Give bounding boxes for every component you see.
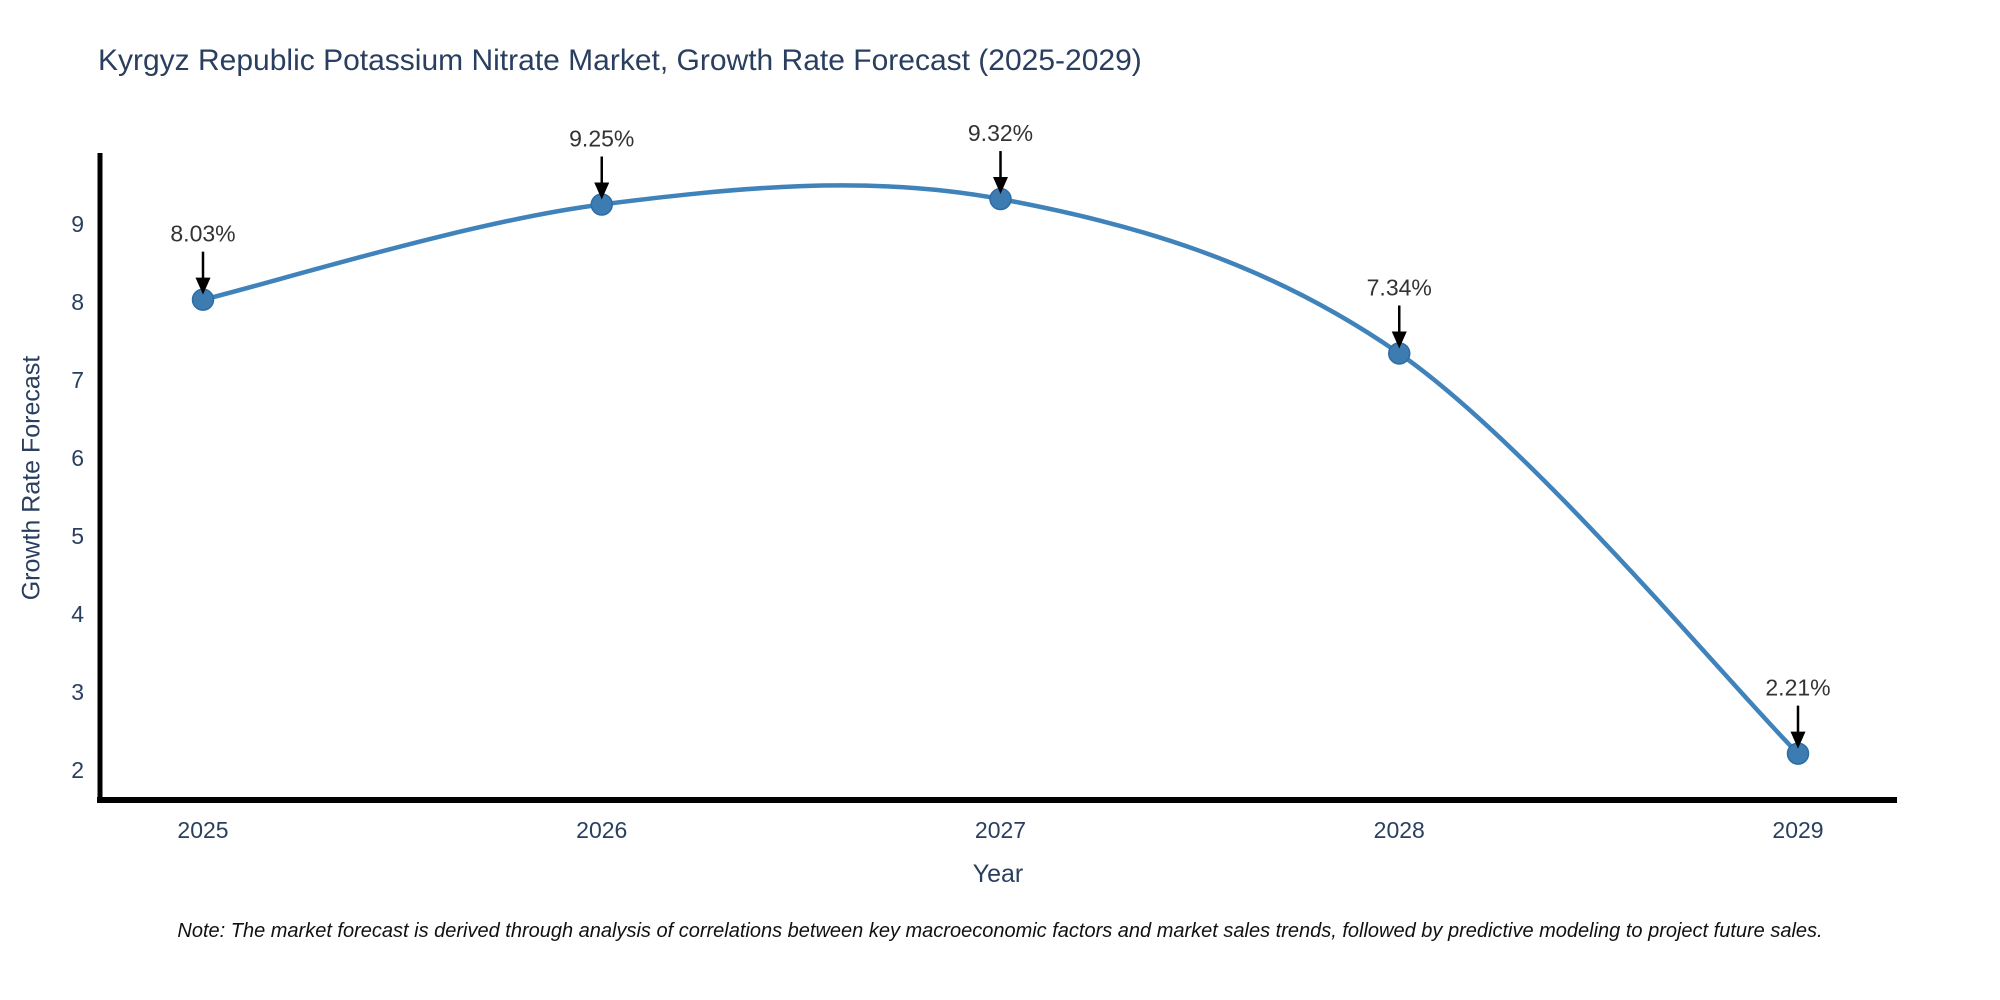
x-tick-label: 2027 [975,817,1026,843]
y-tick-label: 8 [71,289,84,315]
y-tick-label: 3 [71,679,84,705]
annotation-arrowhead-icon [993,177,1008,195]
point-value-label: 8.03% [170,221,235,247]
x-axis-title: Year [972,860,1024,888]
x-tick-label: 2029 [1772,817,1823,843]
y-tick-label: 5 [71,523,84,549]
y-tick-label: 9 [71,211,84,237]
y-tick-label: 2 [71,757,84,783]
y-tick-labels: 2 3 4 5 6 7 8 9 [71,211,84,783]
annotation-arrowhead-icon [1391,331,1407,349]
x-tick-labels: 2025 2026 2027 2028 2029 [177,817,1823,843]
annotation-arrowhead-icon [195,277,211,295]
annotations: 8.03% 9.25% 9.32% 7.34% 2.21% [170,120,1831,749]
y-tick-label: 6 [71,445,84,471]
data-points [191,187,1810,765]
chart-title: Kyrgyz Republic Potassium Nitrate Market… [98,44,1142,77]
point-value-label: 9.32% [968,120,1033,146]
point-value-label: 7.34% [1367,274,1432,300]
annotation-arrowhead-icon [594,182,610,200]
point-value-label: 2.21% [1765,675,1830,701]
y-tick-label: 4 [71,601,84,627]
axes [97,153,1897,803]
x-tick-label: 2028 [1374,817,1425,843]
x-tick-label: 2025 [177,817,228,843]
footnote: Note: The market forecast is derived thr… [177,920,1823,942]
y-tick-label: 7 [71,367,84,393]
series-line [200,183,1801,756]
point-value-label: 9.25% [569,126,634,152]
annotation-arrowhead-icon [1790,731,1806,749]
x-tick-label: 2026 [576,817,627,843]
